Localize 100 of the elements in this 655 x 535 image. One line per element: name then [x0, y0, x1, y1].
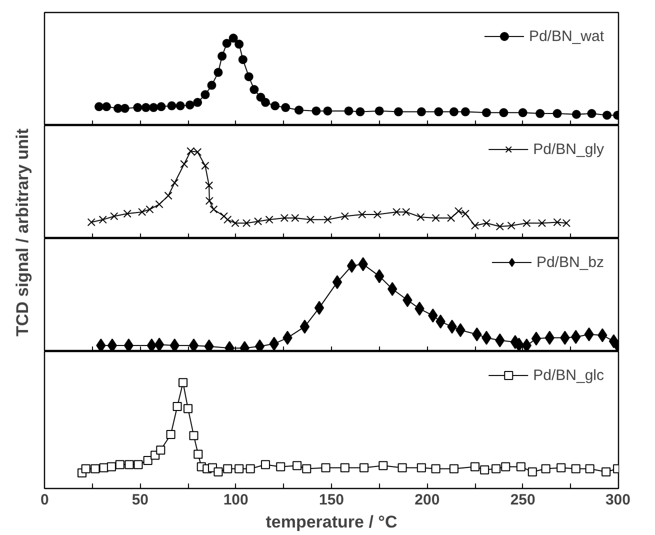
point — [276, 462, 286, 472]
x-axis-title: temperature / °C — [266, 512, 398, 532]
point — [572, 110, 581, 119]
point — [234, 464, 244, 474]
point — [346, 258, 357, 273]
point — [499, 108, 508, 118]
x-tick-label: 50 — [132, 492, 149, 508]
point — [201, 162, 210, 170]
point — [528, 467, 537, 476]
point — [416, 107, 426, 116]
point — [373, 210, 382, 219]
point — [250, 85, 259, 94]
legend-label: Pd/BN_bz — [536, 254, 604, 270]
point — [224, 216, 232, 224]
point — [501, 462, 510, 472]
point — [143, 456, 152, 465]
point — [482, 219, 491, 228]
point — [447, 214, 456, 222]
point — [270, 101, 280, 110]
point — [398, 463, 407, 472]
point — [344, 106, 354, 116]
point — [378, 461, 388, 470]
legend-label: Pd/BN_glc — [533, 366, 604, 384]
point — [602, 467, 611, 476]
point — [514, 338, 524, 351]
point — [238, 55, 248, 64]
point — [234, 40, 244, 49]
point — [178, 378, 188, 388]
point — [587, 109, 596, 118]
point — [228, 34, 238, 43]
legend-label: Pd/BN_wat — [528, 28, 604, 44]
point — [260, 460, 270, 470]
point — [602, 110, 612, 120]
point — [312, 106, 321, 116]
x-tick-label: 100 — [223, 492, 248, 508]
point — [231, 219, 240, 228]
point — [170, 178, 179, 187]
point — [110, 212, 118, 220]
x-tick-label: 300 — [605, 492, 631, 508]
point — [556, 463, 566, 472]
point — [96, 338, 106, 351]
point — [306, 216, 314, 224]
point — [360, 463, 369, 472]
point — [480, 465, 490, 474]
point — [432, 214, 440, 222]
point — [172, 402, 182, 412]
x-tick-label: 0 — [40, 492, 49, 508]
point — [281, 103, 290, 112]
point — [541, 464, 550, 474]
point — [394, 107, 403, 116]
point — [522, 338, 532, 351]
point — [254, 339, 265, 351]
point — [87, 218, 96, 226]
point — [536, 109, 545, 118]
point — [244, 72, 254, 82]
point — [358, 210, 366, 219]
point — [531, 332, 542, 346]
point — [205, 181, 214, 190]
point — [166, 430, 176, 440]
point — [220, 212, 228, 220]
point — [188, 338, 199, 351]
point — [146, 338, 156, 351]
point — [356, 107, 365, 116]
point — [90, 464, 100, 474]
point — [516, 462, 526, 472]
point — [124, 460, 134, 470]
point — [207, 80, 216, 90]
point — [185, 100, 194, 110]
point — [470, 222, 480, 230]
point — [265, 216, 274, 224]
point — [120, 104, 130, 113]
point — [302, 464, 312, 474]
point — [522, 219, 531, 228]
point — [332, 275, 342, 290]
point — [449, 464, 458, 474]
y-axis-title: TCD signal / arbitrary unit — [13, 128, 32, 336]
point — [184, 404, 192, 414]
point — [218, 52, 227, 61]
point — [189, 431, 198, 440]
point — [133, 103, 142, 112]
point — [321, 463, 330, 472]
point — [280, 214, 288, 222]
point — [167, 101, 176, 110]
point — [492, 464, 501, 474]
point — [340, 463, 350, 472]
point — [194, 450, 203, 459]
point — [507, 222, 516, 230]
point — [214, 467, 223, 476]
point — [416, 213, 425, 222]
point — [434, 107, 444, 116]
point — [571, 464, 580, 474]
point — [176, 101, 185, 110]
point — [416, 463, 426, 472]
point — [254, 217, 262, 226]
point — [470, 462, 480, 472]
x-tick-label: 200 — [414, 492, 440, 508]
point — [496, 222, 504, 231]
point — [214, 68, 223, 77]
point — [210, 205, 218, 214]
point — [155, 200, 164, 208]
